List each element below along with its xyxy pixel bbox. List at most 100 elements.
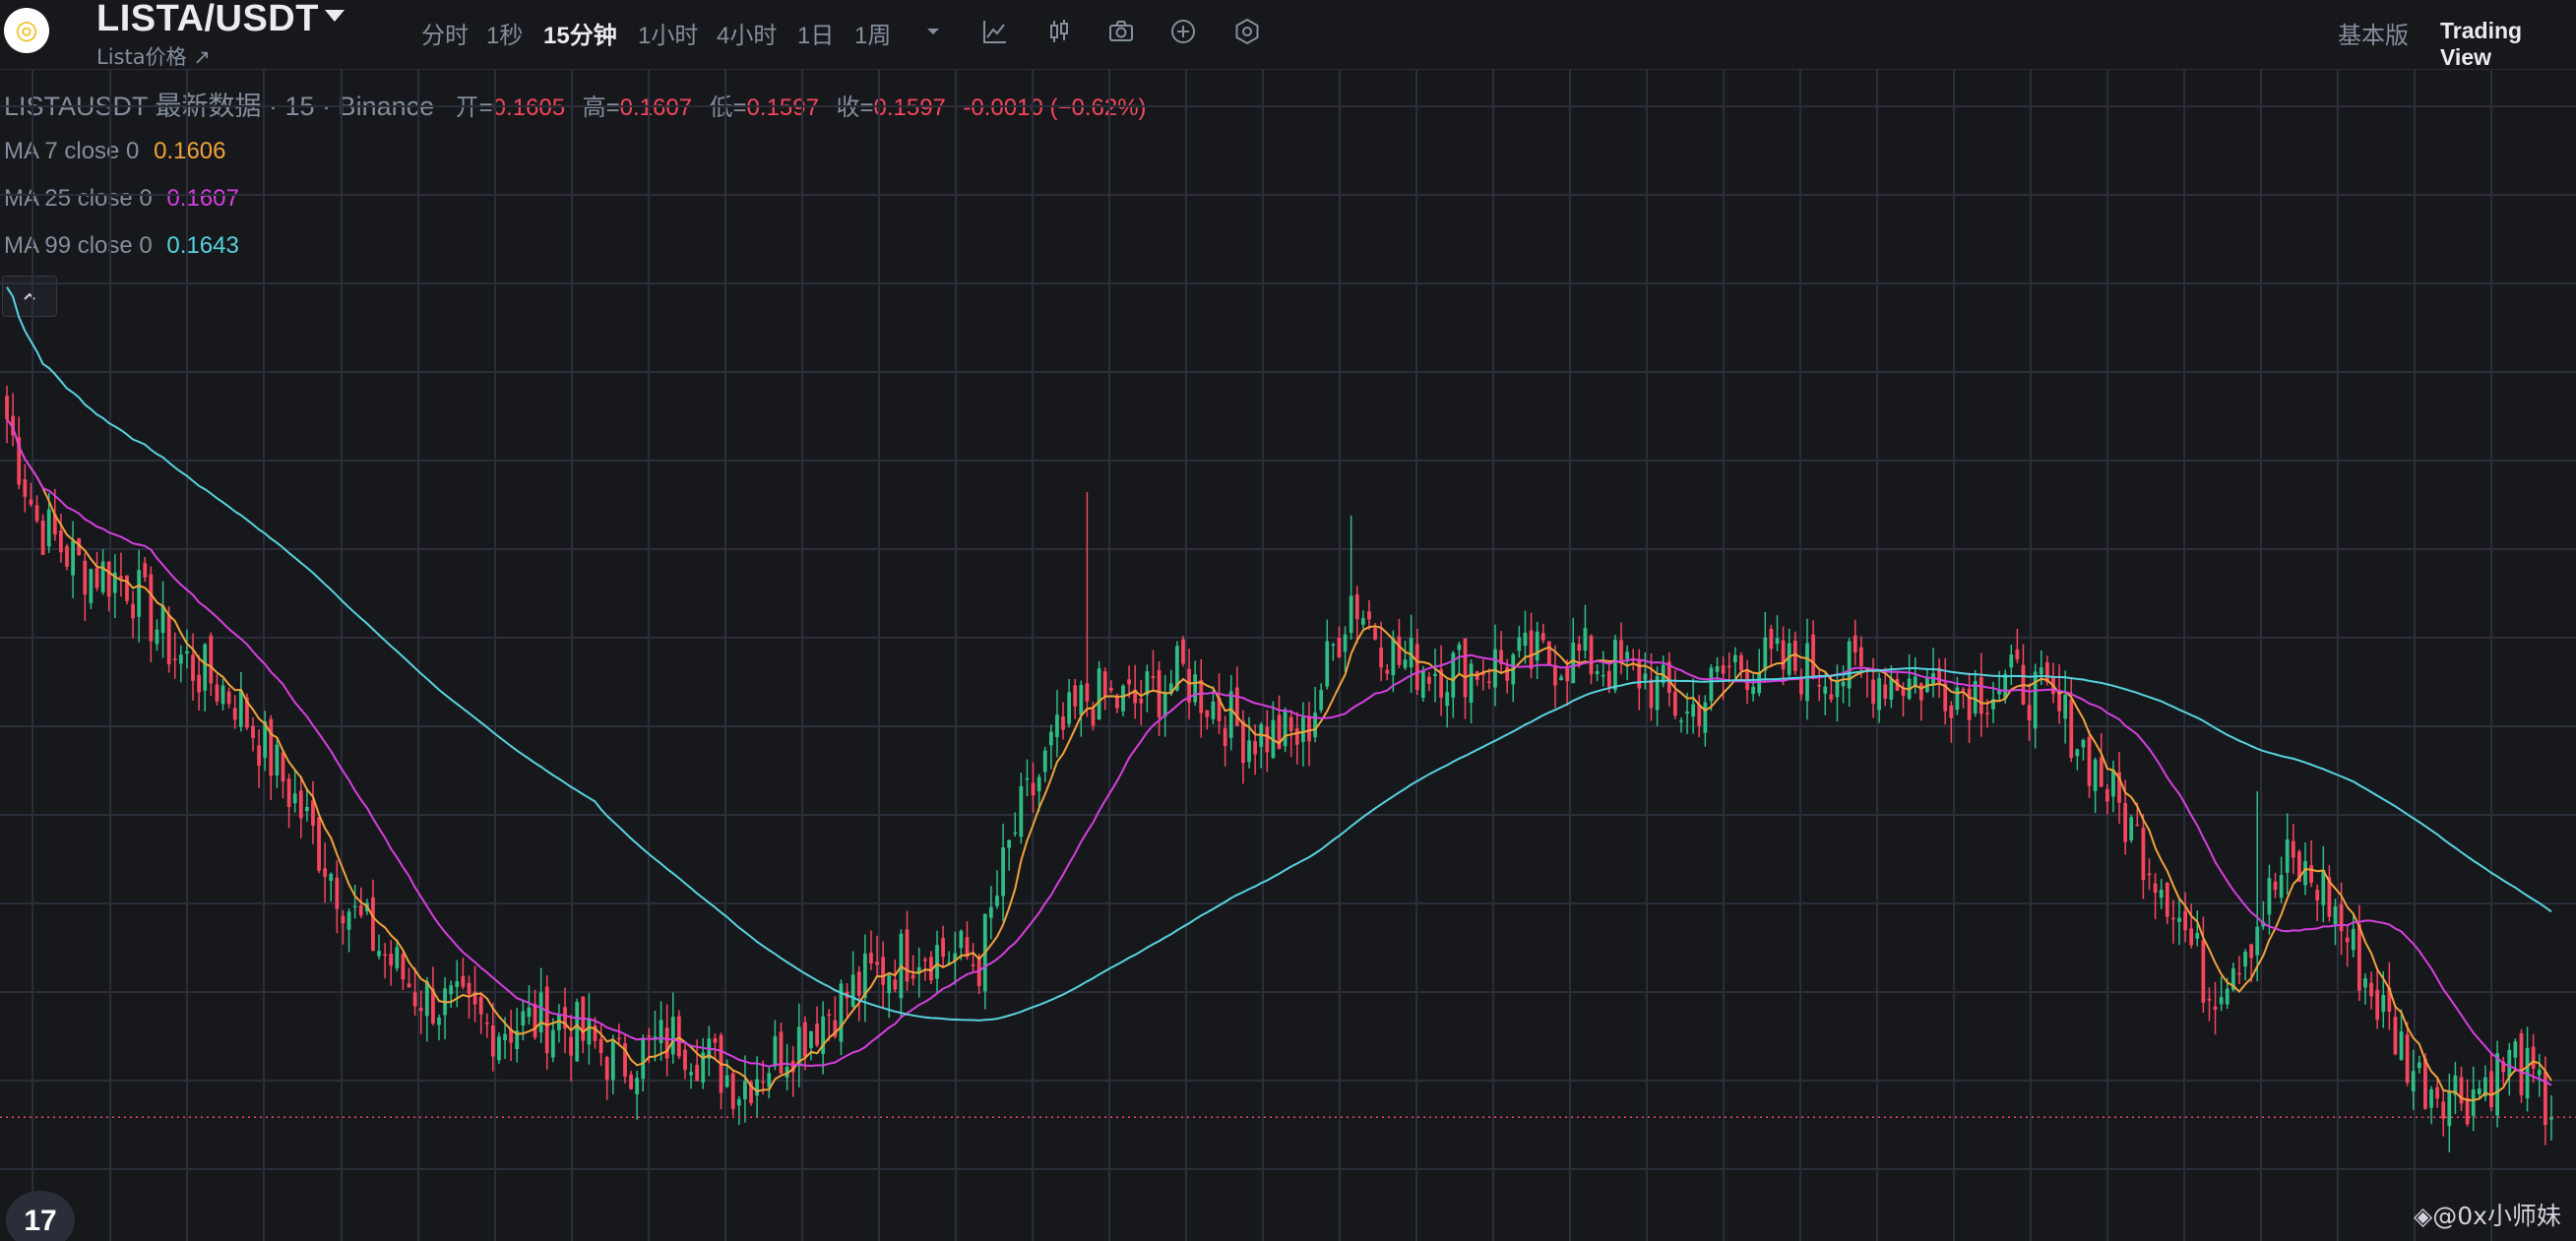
candle-body: [1205, 710, 1210, 717]
candle-body: [2170, 917, 2175, 920]
candle-body: [1703, 702, 1708, 733]
candle-body: [407, 983, 411, 988]
candle-body: [2351, 928, 2356, 951]
candle-body: [461, 975, 466, 987]
candle-body: [995, 896, 999, 906]
candle-body: [1499, 650, 1503, 664]
candle-body: [1288, 716, 1293, 731]
candle-body: [383, 954, 388, 957]
legend-change: -0.0010 (−0.62%): [963, 94, 1147, 121]
candle-body: [1469, 663, 1474, 704]
tab-timeframe-fenshi[interactable]: 分时: [421, 23, 469, 49]
candle-body: [449, 985, 454, 995]
candle-body: [1193, 674, 1198, 703]
legend-close-label: 收=: [836, 94, 874, 121]
candle-body: [1565, 668, 1570, 682]
candle-body: [689, 1072, 693, 1076]
ma25-legend[interactable]: MA 25 close 0 0.1607: [4, 185, 239, 213]
candle-body: [2243, 952, 2247, 966]
candle-body: [2273, 881, 2278, 891]
candle-body: [1889, 678, 1894, 700]
candle-body: [251, 725, 255, 738]
candle-body: [1217, 698, 1222, 721]
candle-body: [604, 1057, 609, 1081]
candle-body: [437, 1017, 441, 1025]
candle-body: [1606, 670, 1611, 688]
candle-body: [875, 962, 879, 965]
candle-body: [1841, 681, 1846, 687]
candle-body: [1433, 673, 1437, 677]
candle-body: [275, 744, 280, 776]
candle-body: [1823, 686, 1828, 694]
candle-body: [472, 991, 477, 1005]
ma-lines: [6, 286, 2552, 1101]
candle-body: [100, 561, 105, 592]
candle-body: [1672, 691, 1677, 716]
candle-body: [635, 1078, 640, 1094]
candle-body: [484, 1023, 489, 1024]
ma99-legend[interactable]: MA 99 close 0 0.1643: [4, 232, 239, 260]
candle-body: [2315, 890, 2320, 900]
tab-timeframe-15m[interactable]: 15分钟: [543, 23, 617, 49]
settings-hex-icon[interactable]: [1229, 14, 1265, 49]
ma7-line: [6, 418, 2552, 1101]
candle-body: [1073, 685, 1078, 707]
candle-body: [2381, 994, 2386, 1013]
candle-body: [2075, 749, 2080, 757]
tradingview-badge-text: 17: [24, 1205, 57, 1237]
pair-subtitle-link[interactable]: Lista价格 ↗: [96, 45, 211, 69]
tab-timeframe-1d[interactable]: 1日: [797, 23, 835, 49]
candle-body: [575, 1002, 580, 1062]
candle-body: [2105, 789, 2109, 802]
candle-body: [1397, 636, 1402, 665]
candle-body: [149, 574, 154, 642]
candle-body: [953, 953, 958, 962]
candle-body: [1414, 644, 1419, 691]
candle-body: [2123, 802, 2127, 842]
pair-dropdown-caret-icon[interactable]: [325, 10, 345, 22]
candle-body: [389, 953, 394, 966]
basic-view-link[interactable]: 基本版: [2338, 22, 2409, 49]
tab-timeframe-1s[interactable]: 1秒: [486, 23, 524, 49]
candle-body: [83, 560, 88, 595]
candle-body: [5, 396, 9, 420]
candle-body: [755, 1079, 759, 1096]
indicator-icon[interactable]: [977, 14, 1013, 49]
candle-body: [329, 873, 334, 882]
candle-style-icon[interactable]: [1041, 14, 1077, 49]
candle-body: [1540, 633, 1545, 641]
candle-body: [2195, 933, 2200, 939]
tab-timeframe-1w[interactable]: 1周: [854, 23, 892, 49]
candle-body: [911, 974, 915, 979]
legend-low-label: 低=: [709, 94, 747, 121]
candle-body: [1085, 683, 1090, 702]
legend-high: 0.1607: [619, 94, 693, 121]
camera-icon[interactable]: [1103, 14, 1139, 49]
candle-body: [2531, 1046, 2536, 1069]
candle-body: [785, 1066, 789, 1079]
candle-body: [2339, 903, 2344, 932]
tradingview-logo-icon[interactable]: 17: [6, 1191, 75, 1241]
plus-circle-icon[interactable]: [1165, 14, 1201, 49]
tab-timeframe-4h[interactable]: 4小时: [717, 23, 778, 49]
tradingview-link[interactable]: Trading View: [2440, 18, 2523, 70]
candle-body: [683, 1049, 687, 1071]
candle-body: [490, 1025, 495, 1057]
chevron-down-icon[interactable]: [915, 14, 951, 49]
candle-body: [166, 614, 171, 665]
candle-body: [418, 1008, 423, 1012]
ma7-legend[interactable]: MA 7 close 0 0.1606: [4, 138, 225, 165]
candle-body: [77, 537, 82, 556]
candle-body: [1019, 785, 1024, 838]
candle-body: [1535, 631, 1539, 661]
candle-body: [1721, 664, 1726, 674]
tab-timeframe-1h[interactable]: 1小时: [638, 23, 699, 49]
candle-body: [2213, 1006, 2218, 1010]
candle-body: [298, 790, 303, 819]
candle-body: [412, 992, 417, 1007]
pair-title[interactable]: LISTA/USDT: [96, 0, 319, 39]
candle-body: [2477, 1088, 2482, 1094]
candle-body: [1139, 698, 1144, 704]
price-chart[interactable]: [0, 70, 2576, 1241]
candle-body: [94, 568, 99, 589]
